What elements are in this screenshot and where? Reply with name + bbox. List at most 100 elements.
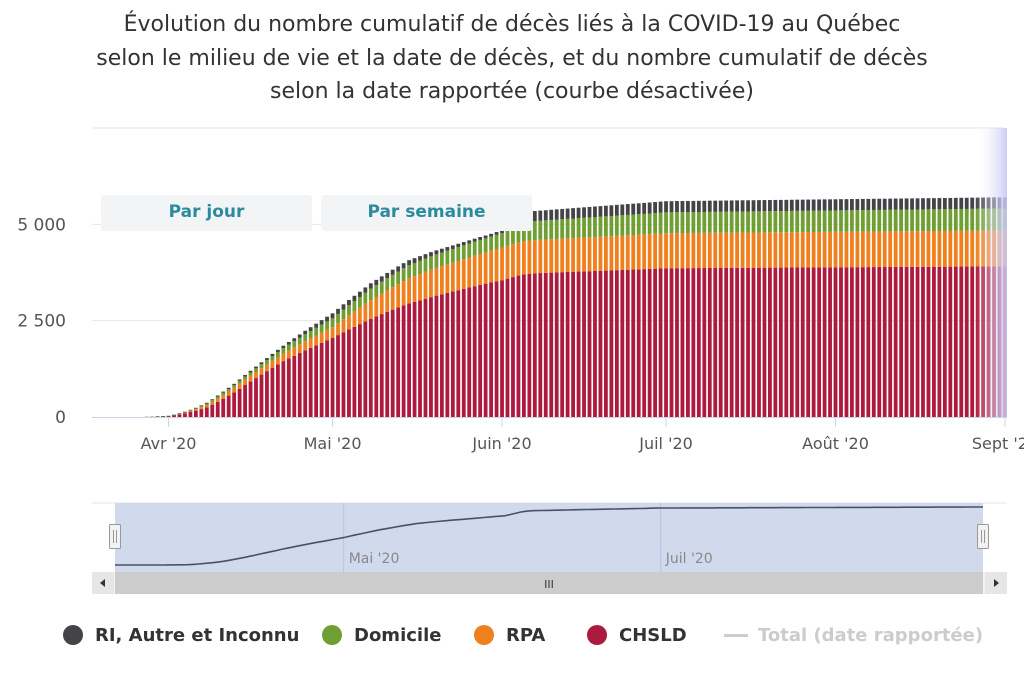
bar-domicile[interactable] <box>828 210 832 232</box>
bar-domicile[interactable] <box>664 212 668 234</box>
bar-rpa[interactable] <box>412 276 417 302</box>
bar-chsld[interactable] <box>593 270 597 417</box>
bar-rpa[interactable] <box>598 236 603 271</box>
bar-ri-autre-et-inconnu[interactable] <box>800 199 805 211</box>
bar-domicile[interactable] <box>281 348 286 354</box>
bar-domicile[interactable] <box>839 210 843 232</box>
bar-rpa[interactable] <box>937 231 942 267</box>
bar-chsld[interactable] <box>215 401 220 417</box>
bar-domicile[interactable] <box>363 292 368 304</box>
bar-domicile[interactable] <box>625 214 630 236</box>
bar-chsld[interactable] <box>964 266 969 417</box>
bar-ri-autre-et-inconnu[interactable] <box>844 199 849 211</box>
bar-ri-autre-et-inconnu[interactable] <box>833 199 838 211</box>
bar-chsld[interactable] <box>357 324 362 417</box>
bar-rpa[interactable] <box>762 232 767 268</box>
bar-chsld[interactable] <box>429 297 433 417</box>
bar-chsld[interactable] <box>915 266 920 417</box>
scrollbar-thumb[interactable] <box>115 572 983 594</box>
bar-ri-autre-et-inconnu[interactable] <box>347 300 351 306</box>
bar-rpa[interactable] <box>844 231 849 268</box>
bar-ri-autre-et-inconnu[interactable] <box>893 198 898 210</box>
bar-ri-autre-et-inconnu[interactable] <box>696 200 701 212</box>
bar-domicile[interactable] <box>942 209 947 231</box>
bar-rpa[interactable] <box>243 379 247 386</box>
bar-rpa[interactable] <box>904 231 909 267</box>
bar-chsld[interactable] <box>368 318 373 417</box>
bar-chsld[interactable] <box>352 326 357 417</box>
bar-rpa[interactable] <box>478 254 483 285</box>
bar-rpa[interactable] <box>850 231 854 268</box>
bar-domicile[interactable] <box>188 410 193 411</box>
bar-rpa[interactable] <box>587 237 592 272</box>
bar-chsld[interactable] <box>500 280 504 417</box>
bar-domicile[interactable] <box>691 212 696 233</box>
bar-chsld[interactable] <box>817 267 822 417</box>
bar-ri-autre-et-inconnu[interactable] <box>620 204 625 216</box>
bar-ri-autre-et-inconnu[interactable] <box>183 411 187 413</box>
navigator-left-handle[interactable] <box>109 524 121 549</box>
bar-chsld[interactable] <box>970 266 975 417</box>
bar-ri-autre-et-inconnu[interactable] <box>439 248 444 253</box>
bar-domicile[interactable] <box>204 403 209 406</box>
bar-domicile[interactable] <box>456 247 461 261</box>
bar-chsld[interactable] <box>450 291 455 417</box>
bar-rpa[interactable] <box>516 242 521 276</box>
bar-rpa[interactable] <box>292 347 297 356</box>
bar-domicile[interactable] <box>937 209 942 231</box>
bar-rpa[interactable] <box>658 233 663 269</box>
bar-ri-autre-et-inconnu[interactable] <box>970 197 975 209</box>
bar-domicile[interactable] <box>423 258 428 272</box>
bar-ri-autre-et-inconnu[interactable] <box>193 407 198 409</box>
bar-rpa[interactable] <box>839 231 843 268</box>
bar-ri-autre-et-inconnu[interactable] <box>598 206 603 217</box>
bar-ri-autre-et-inconnu[interactable] <box>330 313 335 319</box>
bar-domicile[interactable] <box>871 209 876 232</box>
bar-domicile[interactable] <box>439 252 444 267</box>
bar-ri-autre-et-inconnu[interactable] <box>445 247 450 251</box>
bar-ri-autre-et-inconnu[interactable] <box>811 199 816 211</box>
bar-chsld[interactable] <box>713 267 718 417</box>
bar-ri-autre-et-inconnu[interactable] <box>964 197 969 209</box>
bar-chsld[interactable] <box>418 300 422 417</box>
bar-ri-autre-et-inconnu[interactable] <box>953 197 958 210</box>
bar-domicile[interactable] <box>357 296 362 308</box>
bar-domicile[interactable] <box>860 210 865 232</box>
bar-rpa[interactable] <box>188 410 193 412</box>
bar-rpa[interactable] <box>500 247 504 281</box>
bar-ri-autre-et-inconnu[interactable] <box>904 198 909 210</box>
bar-rpa[interactable] <box>237 383 242 389</box>
bar-domicile[interactable] <box>778 211 783 233</box>
bar-chsld[interactable] <box>828 267 832 417</box>
bar-rpa[interactable] <box>702 232 707 269</box>
bar-chsld[interactable] <box>642 269 647 417</box>
bar-chsld[interactable] <box>893 266 898 417</box>
bar-ri-autre-et-inconnu[interactable] <box>210 399 215 401</box>
bar-domicile[interactable] <box>554 219 559 239</box>
bar-domicile[interactable] <box>604 216 608 237</box>
bar-rpa[interactable] <box>932 231 936 267</box>
bar-ri-autre-et-inconnu[interactable] <box>871 198 876 210</box>
bar-domicile[interactable] <box>822 210 827 232</box>
bar-domicile[interactable] <box>265 360 269 365</box>
bar-rpa[interactable] <box>199 407 204 410</box>
bar-ri-autre-et-inconnu[interactable] <box>778 199 783 212</box>
bar-domicile[interactable] <box>396 271 401 285</box>
bar-chsld[interactable] <box>232 392 237 417</box>
bar-rpa[interactable] <box>215 398 220 402</box>
bar-ri-autre-et-inconnu[interactable] <box>560 208 565 220</box>
bar-ri-autre-et-inconnu[interactable] <box>275 349 280 352</box>
bar-domicile[interactable] <box>789 210 794 233</box>
bar-ri-autre-et-inconnu[interactable] <box>647 202 652 214</box>
bar-rpa[interactable] <box>882 231 887 268</box>
bar-domicile[interactable] <box>199 406 204 408</box>
bar-chsld[interactable] <box>582 271 586 417</box>
bar-ri-autre-et-inconnu[interactable] <box>593 206 597 218</box>
bar-ri-autre-et-inconnu[interactable] <box>582 207 586 218</box>
bar-ri-autre-et-inconnu[interactable] <box>784 199 789 211</box>
bar-chsld[interactable] <box>199 409 204 417</box>
bar-ri-autre-et-inconnu[interactable] <box>237 379 242 381</box>
bar-rpa[interactable] <box>429 269 433 298</box>
bar-ri-autre-et-inconnu[interactable] <box>882 198 887 210</box>
bar-chsld[interactable] <box>937 266 942 417</box>
